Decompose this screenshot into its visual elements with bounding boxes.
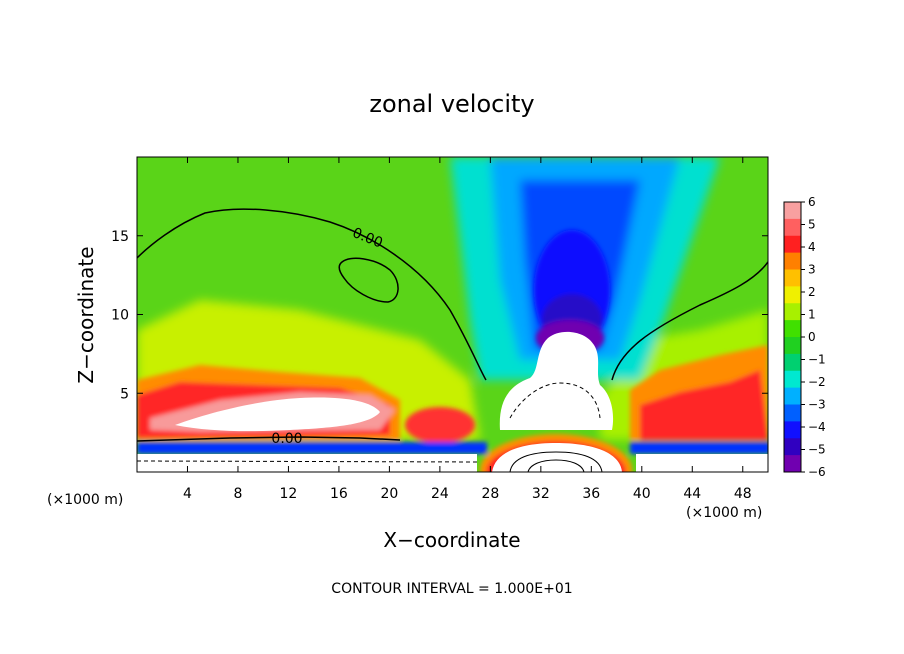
contour-interval-note: CONTOUR INTERVAL = 1.000E+01 (331, 581, 572, 597)
x-axis-title: X−coordinate (383, 528, 520, 552)
colorbar-swatch (784, 303, 801, 321)
surface-white-right (636, 454, 768, 472)
y-tick-label: 15 (111, 229, 129, 245)
surface-blue-band (137, 442, 487, 454)
y-tick-label: 10 (111, 308, 129, 324)
x-unit-left: (×1000 m) (47, 492, 123, 508)
zero-contour-upper (137, 208, 487, 381)
colorbar-tick-label: 4 (808, 240, 816, 254)
colorbar-tick-label: −5 (808, 443, 826, 457)
surface-contour-ring (509, 451, 603, 472)
colorbar-swatch (784, 269, 801, 287)
colorbar-tick-label: 5 (808, 218, 816, 232)
colorbar-tick-label: 6 (808, 195, 816, 209)
colorbar-tick-label: 3 (808, 263, 816, 277)
x-tick-label: 16 (330, 486, 348, 502)
x-tick-label: 8 (233, 486, 242, 502)
right-contour (611, 261, 768, 381)
colorbar-tick-label: 1 (808, 308, 816, 322)
y-tick-label: 5 (120, 386, 129, 402)
colorbar-tick-label: 2 (808, 285, 816, 299)
x-tick-label: 32 (532, 486, 550, 502)
colorbar-tick-label: −2 (808, 375, 826, 389)
mid-patch-red (405, 407, 475, 443)
colorbar-swatch (784, 421, 801, 439)
colorbar-swatch (784, 387, 801, 405)
closed-contour-loop (338, 257, 399, 303)
colorbar-swatch (784, 286, 801, 304)
colorbar-tick-label: −6 (808, 465, 826, 479)
dashed-contour-core (509, 382, 601, 419)
negative-white-core (499, 331, 614, 430)
right-jet-red (640, 370, 768, 440)
colorbar-swatch (784, 404, 801, 422)
colorbar-swatch (784, 218, 801, 237)
colorbar-tick-label: −1 (808, 353, 826, 367)
x-tick-label: 44 (683, 486, 701, 502)
x-tick-label: 28 (481, 486, 499, 502)
x-tick-label: 36 (582, 486, 600, 502)
zero-contour-lower (137, 436, 401, 442)
dashed-contour-surface (137, 460, 481, 463)
x-tick-label: 4 (183, 486, 192, 502)
colorbar-swatch (784, 337, 801, 355)
colorbar-swatch (784, 202, 801, 220)
x-axis: 4 8 12 16 20 24 28 32 36 40 44 48 (183, 157, 752, 502)
colorbar-swatch (784, 370, 801, 389)
left-jet-white-core (175, 397, 380, 432)
colorbar-swatch (784, 235, 801, 254)
surface-white-left (137, 454, 477, 472)
y-axis: 5 10 15 (111, 229, 768, 402)
colorbar-swatch (784, 353, 801, 372)
plot-area: 0.00 0.00 (137, 157, 768, 472)
x-tick-label: 20 (380, 486, 398, 502)
surface-contour-ring-inner (527, 459, 585, 472)
x-tick-label: 48 (734, 486, 752, 502)
colorbar-swatch (784, 320, 801, 338)
x-tick-label: 12 (280, 486, 298, 502)
x-unit-right: (×1000 m) (686, 505, 762, 521)
colorbar-tick-label: 0 (808, 330, 816, 344)
chart-title: zonal velocity (369, 90, 534, 118)
surface-blue-band-right (630, 442, 768, 454)
colorbar-swatch (784, 455, 801, 473)
x-tick-label: 40 (633, 486, 651, 502)
x-tick-label: 24 (431, 486, 449, 502)
colorbar-swatch (784, 252, 801, 270)
colorbar-tick-label: −3 (808, 398, 826, 412)
colorbar-swatch (784, 438, 801, 456)
contour-label-lower: 0.00 (271, 431, 302, 447)
y-axis-title: Z−coordinate (74, 246, 98, 383)
surface-white-core (492, 443, 622, 472)
colorbar: 6 5 4 3 2 1 0 −1 −2 −3 −4 −5 −6 (783, 195, 826, 479)
colorbar-tick-label: −4 (808, 420, 826, 434)
